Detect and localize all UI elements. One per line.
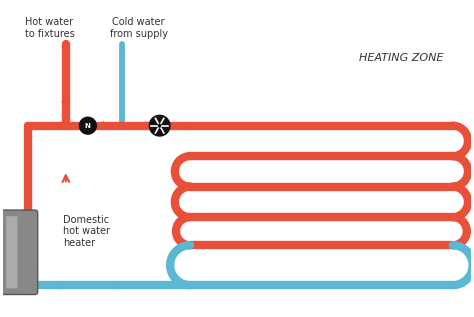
- Text: HEATING ZONE: HEATING ZONE: [359, 53, 443, 63]
- Circle shape: [149, 115, 170, 136]
- FancyBboxPatch shape: [0, 210, 37, 294]
- Text: Hot water
to fixtures: Hot water to fixtures: [25, 17, 74, 39]
- Circle shape: [80, 117, 96, 134]
- FancyBboxPatch shape: [6, 216, 18, 288]
- Text: Domestic
hot water
heater: Domestic hot water heater: [64, 215, 110, 248]
- Text: N: N: [84, 123, 91, 129]
- Text: Cold water
from supply: Cold water from supply: [109, 17, 167, 39]
